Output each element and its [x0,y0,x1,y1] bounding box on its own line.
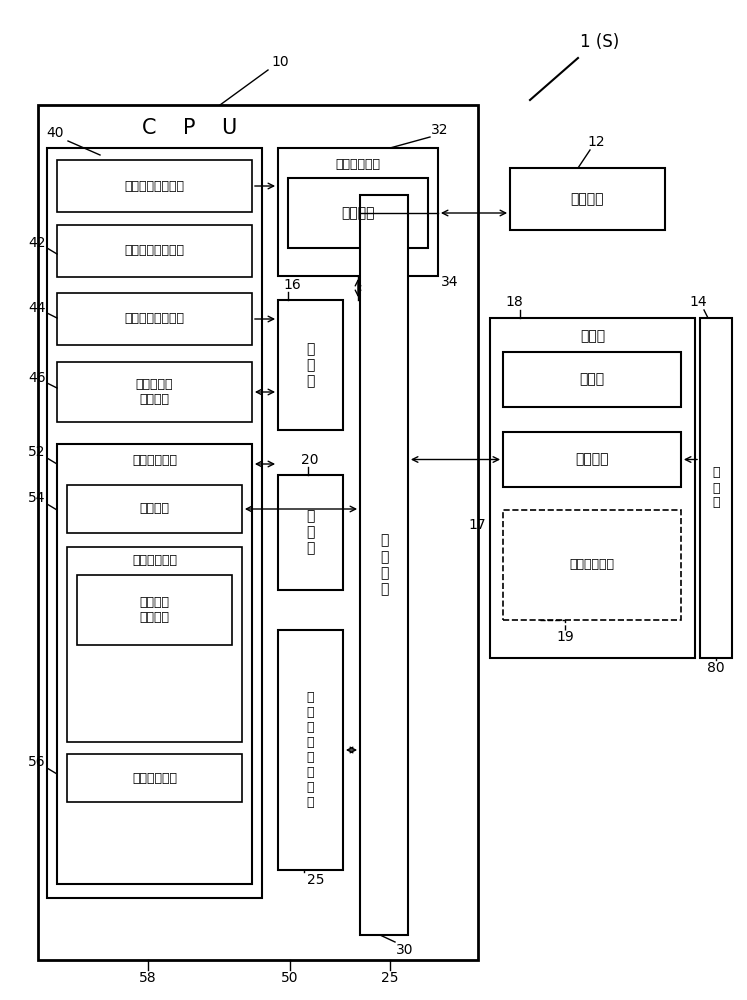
Bar [67,485,242,533]
Text: 设定电路: 设定电路 [341,206,375,220]
Text: 通信电路: 通信电路 [571,192,604,206]
Text: 识别图像
生成电路: 识别图像 生成电路 [140,596,170,624]
Bar [503,352,681,407]
Text: 检
查
图
像
生
成
电
路: 检 查 图 像 生 成 电 路 [307,691,314,809]
Bar [503,432,681,487]
Bar [67,754,242,802]
Bar [67,547,242,742]
Bar [57,160,252,212]
Text: 20: 20 [301,453,319,467]
Text: 时间数据取得电路: 时间数据取得电路 [125,312,185,326]
Text: C    P    U: C P U [143,118,238,138]
Bar [360,195,408,935]
Text: 40: 40 [46,126,63,140]
Text: 接触压数据
取得电路: 接触压数据 取得电路 [136,378,173,406]
Text: 通过检测电路: 通过检测电路 [335,157,380,170]
Text: 18: 18 [505,295,523,309]
Text: 42: 42 [28,236,46,250]
Text: 54: 54 [28,491,46,505]
Text: 1 (S): 1 (S) [580,33,619,51]
Text: 30: 30 [396,943,414,957]
Text: 显示器: 显示器 [580,329,605,343]
Text: 传感器: 传感器 [580,372,604,386]
Bar [57,225,252,277]
Bar [278,148,438,276]
Text: 存
储
器: 存 储 器 [306,509,314,556]
Bar [288,178,428,248]
Text: 50: 50 [282,971,299,985]
Text: 定
时
器: 定 时 器 [306,342,314,388]
Bar [510,168,665,230]
Bar [278,300,343,430]
Bar [503,510,681,620]
Text: 数据处理电路: 数据处理电路 [132,454,177,466]
Bar [38,105,478,960]
Text: 检查数据取得电路: 检查数据取得电路 [125,180,185,192]
Text: 52: 52 [28,445,46,459]
Text: 图像生成电路: 图像生成电路 [132,554,177,568]
Text: 运算电路: 运算电路 [140,502,170,516]
Bar [700,318,732,658]
Text: 17: 17 [468,518,486,532]
Text: 58: 58 [139,971,157,985]
Text: 56: 56 [28,755,46,769]
Text: 坐标数据取得电路: 坐标数据取得电路 [125,244,185,257]
Text: 34: 34 [441,275,459,289]
Text: 图像输出电路: 图像输出电路 [132,772,177,784]
Text: 46: 46 [28,371,46,385]
Text: 控
制
电
路: 控 制 电 路 [379,534,388,596]
Text: 显示电路: 显示电路 [575,452,609,466]
Text: 14: 14 [689,295,707,309]
Text: 25: 25 [381,971,399,985]
Bar [47,148,262,898]
Bar [77,575,232,645]
Text: 10: 10 [271,55,289,69]
Bar [57,444,252,884]
Bar [490,318,695,658]
Bar [57,293,252,345]
Text: 44: 44 [28,301,46,315]
Text: 80: 80 [707,661,725,675]
Bar [278,630,343,870]
Text: 接
触
部: 接 触 部 [712,466,720,510]
Bar [278,475,343,590]
Text: 16: 16 [283,278,301,292]
Text: 12: 12 [587,135,605,149]
Bar [57,362,252,422]
Text: 25: 25 [307,873,325,887]
Text: 32: 32 [431,123,449,137]
Text: 模式选择菜单: 模式选择菜单 [569,558,615,572]
Text: 19: 19 [556,630,574,644]
